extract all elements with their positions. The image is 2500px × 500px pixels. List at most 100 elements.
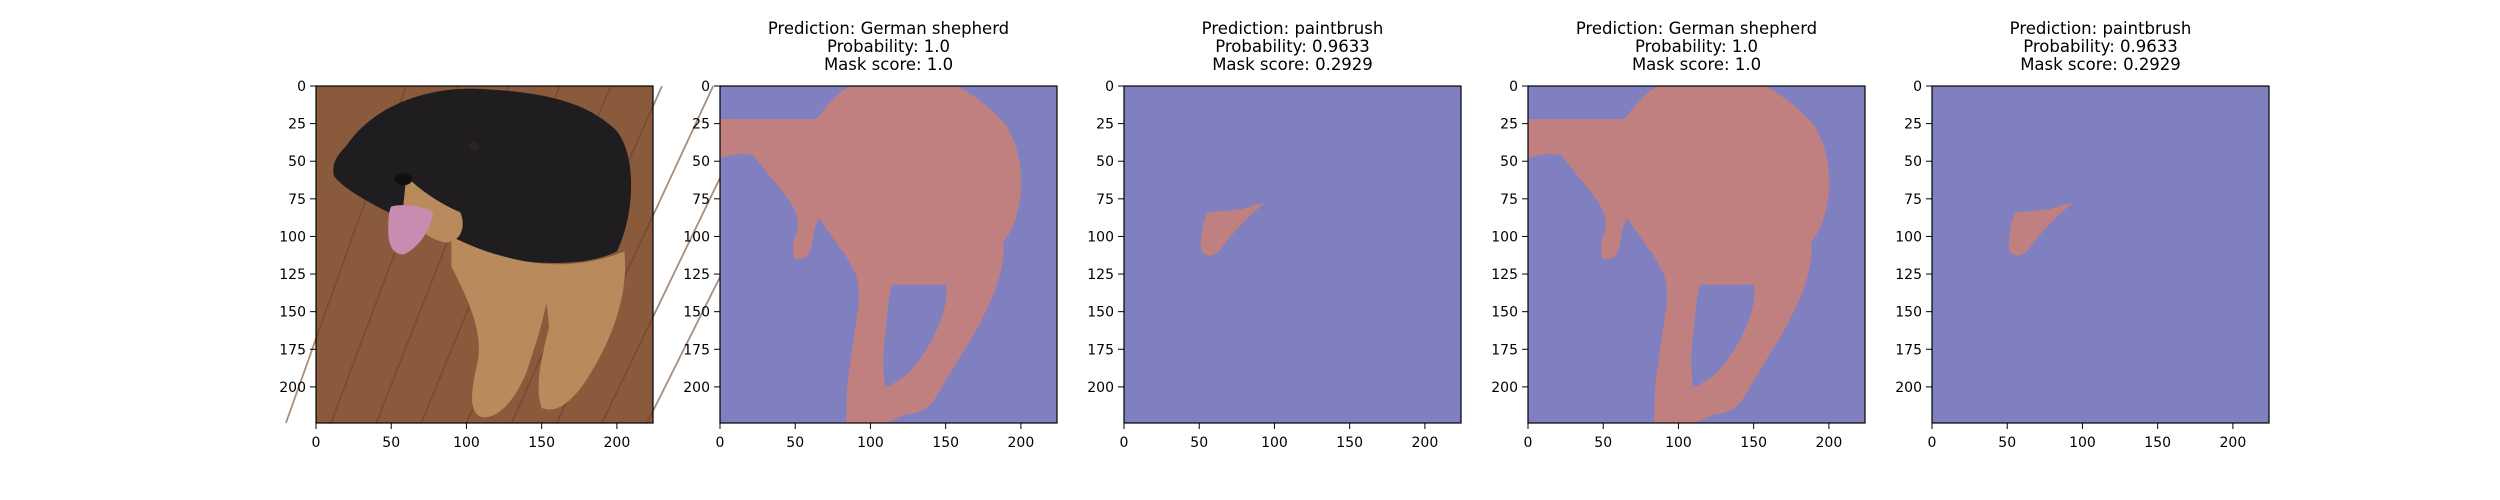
y-tick-label: 25 [288, 117, 306, 133]
x-tick-label: 100 [1665, 435, 1692, 451]
y-tick-label: 125 [1895, 267, 1922, 283]
y-tick-label: 0 [1509, 79, 1518, 95]
axes-frame [315, 85, 654, 424]
panel-title-line: Mask score: 1.0 [824, 55, 953, 74]
x-tick-label: 100 [2069, 435, 2096, 451]
panel-title-line: Probability: 1.0 [1635, 37, 1758, 56]
y-tick-label: 150 [279, 305, 306, 321]
y-tick-label: 25 [1096, 117, 1114, 133]
y-tick-label: 75 [692, 192, 710, 208]
panel-title-line: Mask score: 0.2929 [1212, 55, 1373, 74]
panel-title-line: Prediction: paintbrush [2010, 19, 2192, 38]
segmentation-mask [1124, 86, 1461, 423]
panel-4: 0 50 100 150 200 0 25 50 75 100 125 150 175 200 Predic… [1491, 19, 1866, 451]
axes-frame [1527, 85, 1866, 424]
y-tick-label: 200 [1087, 380, 1114, 396]
dog-eye [469, 141, 479, 151]
y-tick-label: 0 [1913, 79, 1922, 95]
y-tick-label: 175 [1895, 342, 1922, 358]
x-tick-label: 200 [1008, 435, 1035, 451]
x-tick-label: 100 [1261, 435, 1288, 451]
x-tick-label: 150 [932, 435, 959, 451]
y-tick-label: 100 [1087, 229, 1114, 245]
y-tick-label: 125 [683, 267, 710, 283]
y-tick-label: 50 [692, 154, 710, 170]
x-tick-label: 0 [312, 435, 321, 451]
x-tick-label: 150 [2144, 435, 2171, 451]
dog-tongue [388, 205, 434, 255]
mask-background-region [1124, 86, 1461, 423]
mask-background-region [1932, 86, 2269, 423]
y-tick-label: 75 [1096, 192, 1114, 208]
y-tick-label: 150 [1895, 305, 1922, 321]
panel-2: 0 50 100 150 200 0 25 50 75 100 125 150 175 200 Predic… [683, 19, 1058, 451]
x-tick-label: 150 [1740, 435, 1767, 451]
dog-photo [285, 85, 817, 424]
y-tick-label: 50 [1904, 154, 1922, 170]
y-tick-label: 25 [692, 117, 710, 133]
y-tick-label: 200 [1895, 380, 1922, 396]
panel-title-line: Probability: 0.9633 [2023, 37, 2178, 56]
x-tick-label: 50 [1998, 435, 2016, 451]
x-tick-label: 100 [857, 435, 884, 451]
x-tick-label: 0 [716, 435, 725, 451]
y-tick-label: 0 [701, 79, 710, 95]
x-tick-label: 0 [1120, 435, 1129, 451]
y-tick-label: 200 [1491, 380, 1518, 396]
y-tick-label: 200 [683, 380, 710, 396]
panel-title-line: Probability: 0.9633 [1215, 37, 1370, 56]
y-tick-label: 100 [279, 229, 306, 245]
x-tick-label: 0 [1928, 435, 1937, 451]
y-tick-label: 100 [1491, 229, 1518, 245]
y-tick-label: 175 [1087, 342, 1114, 358]
panel-title-line: Prediction: German shepherd [1576, 19, 1817, 38]
x-tick-label: 50 [786, 435, 804, 451]
dog-front-legs [451, 236, 548, 418]
segmentation-mask [720, 86, 1057, 423]
y-tick-label: 50 [1500, 154, 1518, 170]
y-tick-label: 150 [1491, 305, 1518, 321]
segmentation-mask [1932, 86, 2269, 423]
panel-title-line: Prediction: German shepherd [768, 19, 1009, 38]
dog-nose [394, 173, 413, 186]
panel-5: 0 50 100 150 200 0 25 50 75 100 125 150 175 200 Predic… [1895, 19, 2270, 451]
y-tick-label: 125 [1087, 267, 1114, 283]
x-tick-label: 50 [382, 435, 400, 451]
x-tick-label: 200 [2220, 435, 2247, 451]
y-tick-label: 125 [1491, 267, 1518, 283]
y-tick-label: 0 [1105, 79, 1114, 95]
y-tick-label: 100 [683, 229, 710, 245]
axes-frame [1931, 85, 2270, 424]
y-tick-label: 25 [1500, 117, 1518, 133]
y-tick-label: 50 [288, 154, 306, 170]
y-tick-label: 50 [1096, 154, 1114, 170]
segmentation-mask [1528, 86, 1865, 423]
x-tick-label: 200 [1816, 435, 1843, 451]
panel-1: 0 50 100 150 200 0 25 50 75 100 125 150 175 200 [279, 79, 817, 451]
y-tick-label: 125 [279, 267, 306, 283]
x-tick-label: 0 [1524, 435, 1533, 451]
panel-title-line: Probability: 1.0 [827, 37, 950, 56]
panel-3: 0 50 100 150 200 0 25 50 75 100 125 150 175 200 Predic… [1087, 19, 1462, 451]
y-tick-label: 75 [1500, 192, 1518, 208]
panel-title-line: Mask score: 0.2929 [2020, 55, 2181, 74]
y-tick-label: 150 [1087, 305, 1114, 321]
y-tick-label: 75 [1904, 192, 1922, 208]
y-tick-label: 150 [683, 305, 710, 321]
y-tick-label: 100 [1895, 229, 1922, 245]
x-tick-label: 150 [528, 435, 555, 451]
dog-rear-leg [538, 251, 626, 410]
y-tick-label: 75 [288, 192, 306, 208]
x-tick-label: 50 [1594, 435, 1612, 451]
y-tick-label: 175 [279, 342, 306, 358]
panel-title-line: Mask score: 1.0 [1632, 55, 1761, 74]
x-tick-label: 50 [1190, 435, 1208, 451]
x-tick-label: 100 [453, 435, 480, 451]
x-tick-label: 150 [1336, 435, 1363, 451]
y-tick-label: 175 [683, 342, 710, 358]
panel-title-line: Prediction: paintbrush [1202, 19, 1384, 38]
y-tick-label: 175 [1491, 342, 1518, 358]
y-tick-label: 0 [297, 79, 306, 95]
x-tick-label: 200 [1412, 435, 1439, 451]
